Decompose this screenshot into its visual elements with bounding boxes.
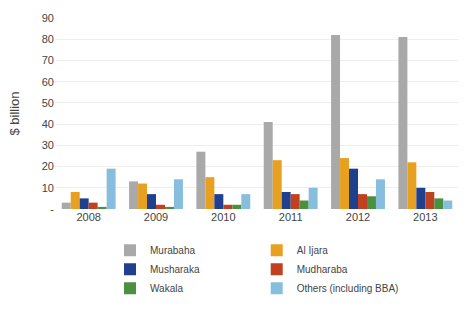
svg-text:2013: 2013 <box>413 211 437 223</box>
svg-text:Murabaha: Murabaha <box>150 245 195 256</box>
svg-text:-: - <box>50 203 54 215</box>
svg-text:Al Ijara: Al Ijara <box>297 245 329 256</box>
svg-text:90: 90 <box>42 12 54 24</box>
svg-text:2012: 2012 <box>346 211 370 223</box>
svg-text:Mudharaba: Mudharaba <box>297 264 348 275</box>
svg-text:2010: 2010 <box>211 211 235 223</box>
svg-text:$ billion: $ billion <box>7 91 22 135</box>
svg-text:40: 40 <box>42 118 54 130</box>
svg-text:30: 30 <box>42 139 54 151</box>
svg-text:70: 70 <box>42 54 54 66</box>
svg-text:20: 20 <box>42 160 54 172</box>
svg-text:10: 10 <box>42 182 54 194</box>
svg-text:Wakala: Wakala <box>150 283 183 294</box>
svg-text:2009: 2009 <box>144 211 168 223</box>
svg-text:Musharaka: Musharaka <box>150 264 200 275</box>
svg-text:Others (including BBA): Others (including BBA) <box>297 283 399 294</box>
svg-text:80: 80 <box>42 33 54 45</box>
svg-text:2008: 2008 <box>76 211 100 223</box>
svg-text:50: 50 <box>42 97 54 109</box>
svg-text:60: 60 <box>42 76 54 88</box>
svg-text:2011: 2011 <box>279 211 303 223</box>
